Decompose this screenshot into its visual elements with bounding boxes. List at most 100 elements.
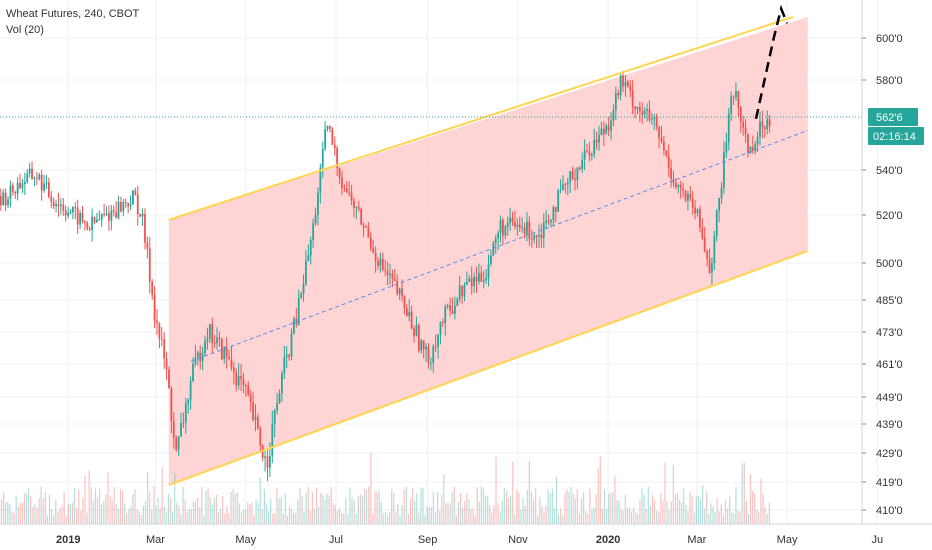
volume-bar-96 <box>178 505 180 524</box>
volume-bar-347 <box>701 485 704 524</box>
candle-body-62 <box>127 202 130 207</box>
candle-body-105 <box>230 359 233 368</box>
volume-bar-170 <box>332 502 334 524</box>
volume-bar-31 <box>42 498 44 524</box>
volume-bar-29 <box>38 498 40 524</box>
volume-bar-86 <box>157 497 159 524</box>
volume-bar-225 <box>447 502 449 524</box>
volume-bar-181 <box>355 514 357 524</box>
candle-body-186 <box>425 346 427 350</box>
candle-body-113 <box>249 394 252 403</box>
candle-body-254 <box>588 151 591 156</box>
candle-body-19 <box>23 181 26 184</box>
candle-body-63 <box>129 204 132 207</box>
candle-body-125 <box>278 393 281 404</box>
volume-bar-147 <box>284 493 286 524</box>
volume-bar-33 <box>46 515 49 524</box>
volume-bar-340 <box>687 510 689 524</box>
candle-body-295 <box>687 193 689 201</box>
candle-body-323 <box>754 144 757 152</box>
candle-body-220 <box>506 223 509 227</box>
candle-body-319 <box>744 127 747 135</box>
candle-body-78 <box>165 358 168 370</box>
volume-bar-351 <box>710 503 712 524</box>
candle-body-85 <box>182 422 185 424</box>
candle-body-57 <box>115 212 118 218</box>
volume-bar-357 <box>722 514 725 524</box>
volume-bar-72 <box>128 508 130 524</box>
volume-bar-48 <box>78 489 80 524</box>
volume-bar-66 <box>115 504 117 524</box>
candle-body-171 <box>389 273 391 276</box>
candle-body-91 <box>196 352 199 358</box>
candle-body-17 <box>19 182 21 189</box>
volume-bar-257 <box>514 513 516 524</box>
candle-body-179 <box>408 311 411 317</box>
volume-bar-134 <box>257 503 259 524</box>
candle-body-142 <box>319 167 322 193</box>
volume-bar-110 <box>207 488 209 524</box>
candle-body-229 <box>528 221 531 239</box>
volume-bar-101 <box>188 508 190 524</box>
candle-body-9 <box>0 196 2 206</box>
volume-bar-293 <box>589 487 591 524</box>
candle-body-43 <box>81 212 84 222</box>
x-tick-label-9: Ju <box>871 534 883 546</box>
candle-body-70 <box>146 242 149 249</box>
volume-bar-311 <box>626 507 629 524</box>
volume-bar-47 <box>76 507 78 524</box>
candle-body-188 <box>429 362 432 364</box>
candle-body-89 <box>192 363 194 382</box>
volume-bar-16 <box>11 511 13 524</box>
volume-bar-359 <box>726 508 729 524</box>
volume-bar-88 <box>161 467 163 524</box>
volume-bar-190 <box>374 491 376 524</box>
volume-bar-248 <box>495 457 497 524</box>
volume-bar-227 <box>451 492 453 524</box>
candle-body-247 <box>571 171 574 179</box>
volume-bar-262 <box>524 505 526 524</box>
volume-bar-131 <box>251 502 253 524</box>
volume-bar-300 <box>603 489 606 524</box>
volume-bar-178 <box>349 487 351 524</box>
candle-body-10 <box>2 192 5 206</box>
candle-body-153 <box>345 188 348 193</box>
candle-body-299 <box>696 209 699 214</box>
candle-body-152 <box>343 188 346 190</box>
volume-bar-271 <box>543 511 545 524</box>
volume-bar-247 <box>493 505 495 524</box>
x-tick-label-5: Nov <box>508 534 528 546</box>
candle-body-203 <box>465 281 468 285</box>
candle-body-81 <box>172 420 175 438</box>
channel-lower-line <box>168 250 809 487</box>
volume-bar-221 <box>439 510 441 524</box>
volume-bar-251 <box>501 500 503 524</box>
volume-bar-145 <box>280 496 282 524</box>
volume-bar-258 <box>516 489 518 524</box>
volume-bar-298 <box>599 456 601 524</box>
candle-body-293 <box>682 188 685 191</box>
candle-body-276 <box>641 111 644 115</box>
candle-body-97 <box>211 324 214 343</box>
volume-bar-186 <box>366 489 368 524</box>
candle-body-230 <box>530 238 533 240</box>
candle-body-101 <box>220 338 223 360</box>
candle-body-199 <box>456 299 459 306</box>
candle-body-212 <box>487 264 490 278</box>
volume-bar-116 <box>220 508 222 524</box>
volume-bar-250 <box>499 511 501 524</box>
volume-bar-266 <box>532 500 535 524</box>
candle-body-243 <box>562 184 564 190</box>
volume-bar-44 <box>69 503 71 524</box>
countdown-label: 02:16:14 <box>873 131 916 143</box>
candle-body-221 <box>509 217 512 224</box>
volume-bar-73 <box>130 506 132 524</box>
candle-body-184 <box>420 340 423 351</box>
candle-body-130 <box>290 333 293 357</box>
candle-body-242 <box>559 189 562 191</box>
volume-bar-77 <box>138 512 140 524</box>
volume-bar-327 <box>660 492 662 524</box>
candle-body-79 <box>168 369 170 389</box>
volume-bar-366 <box>741 464 743 524</box>
